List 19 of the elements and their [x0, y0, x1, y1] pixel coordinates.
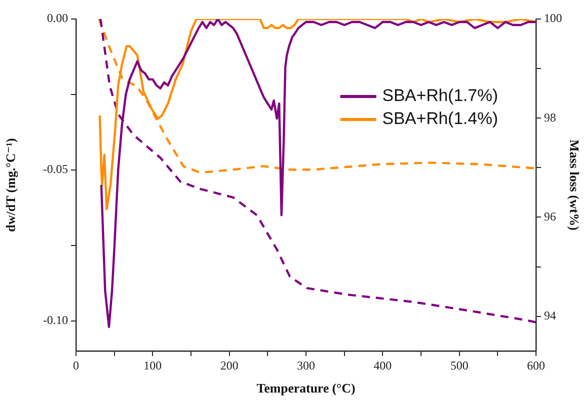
y2-tick-label: 96 — [544, 209, 556, 224]
y-tick-label: 0.00 — [47, 11, 68, 26]
legend-label: SBA+Rh(1.4%) — [382, 109, 498, 128]
x-tick-label: 600 — [527, 358, 545, 372]
x-tick-label: 0 — [73, 358, 79, 372]
y2-tick-label: 94 — [544, 308, 556, 322]
legend-label: SBA+Rh(1.7%) — [382, 86, 498, 106]
y2-tick-label: 98 — [544, 110, 556, 124]
x-tick-label: 400 — [374, 358, 392, 372]
y-tick-label: -0.05 — [43, 162, 68, 176]
x-tick-label: 300 — [297, 358, 315, 372]
y-axis-title: dw/dT (mg.°C⁻¹) — [3, 138, 18, 232]
x-axis-title: Temperature (°C) — [256, 380, 356, 396]
x-tick-label: 100 — [144, 358, 162, 372]
x-tick-label: 200 — [220, 358, 238, 372]
y2-tick-label: 100 — [544, 11, 562, 26]
y-tick-label: -0.10 — [43, 312, 68, 327]
y2-axis-title: Mass loss (wt%) — [566, 140, 582, 230]
x-tick-label: 500 — [450, 358, 468, 372]
